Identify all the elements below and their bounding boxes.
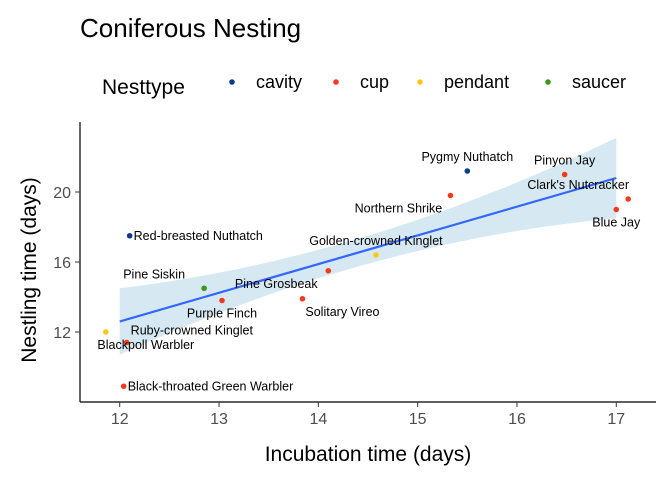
point-ruby-crowned-kinglet [123, 339, 130, 346]
x-tick-label: 15 [409, 411, 427, 428]
y-tick-label: 16 [53, 255, 71, 272]
point-blue-jay [613, 206, 620, 213]
point-northern-shrike [447, 192, 454, 199]
point-label-pine-siskin: Pine Siskin [123, 267, 185, 281]
point-solitary-vireo [299, 295, 306, 302]
legend-key-pendant [417, 79, 423, 85]
legend-key-saucer [545, 79, 551, 85]
point-golden-crowned-kinglet [373, 252, 379, 258]
point-pygmy-nuthatch [464, 168, 471, 174]
legend: Nesttype cavity cup pendant saucer [102, 72, 626, 99]
point-purple-finch [219, 297, 225, 304]
x-axis-title: Incubation time (days) [265, 443, 472, 466]
chart-title: Coniferous Nesting [80, 13, 301, 43]
legend-key-cavity [229, 79, 235, 85]
point-label-ruby-crowned-kinglet: Ruby-crowned Kinglet [131, 324, 254, 338]
confidence-band [119, 137, 617, 355]
legend-item-cup: cup [333, 72, 389, 92]
point-label-pygmy-nuthatch: Pygmy Nuthatch [421, 150, 513, 164]
regression-line [119, 176, 617, 323]
legend-label-cavity: cavity [256, 72, 302, 92]
point-clark-s-nutcracker [625, 196, 631, 202]
point-label-blackpoll-warbler: Blackpoll Warbler [97, 338, 194, 352]
point-label-purple-finch: Purple Finch [187, 307, 257, 321]
point-label-clark-s-nutcracker: Clark's Nutcracker [527, 178, 629, 192]
point-label-pine-grosbeak: Pine Grosbeak [235, 277, 318, 291]
point-pinyon-jay [561, 171, 568, 178]
legend-key-cup [333, 79, 339, 85]
point-label-northern-shrike: Northern Shrike [355, 202, 443, 216]
point-black-throated-green-warbler [120, 383, 127, 390]
x-tick-label: 13 [210, 411, 228, 428]
point-pine-grosbeak [325, 267, 332, 274]
legend-label-saucer: saucer [572, 72, 626, 92]
legend-label-cup: cup [360, 72, 389, 92]
point-label-solitary-vireo: Solitary Vireo [305, 305, 379, 319]
point-label-pinyon-jay: Pinyon Jay [534, 154, 596, 168]
x-tick-label: 14 [309, 411, 327, 428]
point-label-golden-crowned-kinglet: Golden-crowned Kinglet [309, 234, 443, 248]
x-tick-label: 16 [508, 411, 526, 428]
legend-item-pendant: pendant [417, 72, 509, 92]
point-pine-siskin [201, 285, 207, 292]
y-tick-label: 12 [53, 325, 71, 342]
legend-label-pendant: pendant [444, 72, 509, 92]
point-red-breasted-nuthatch [126, 232, 133, 239]
y-axis-title: Nestling time (days) [18, 177, 41, 363]
point-label-blue-jay: Blue Jay [592, 216, 641, 230]
point-label-black-throated-green-warbler: Black-throated Green Warbler [128, 379, 294, 393]
legend-item-saucer: saucer [545, 72, 626, 92]
x-tick-label: 12 [111, 411, 129, 428]
point-label-red-breasted-nuthatch: Red-breasted Nuthatch [134, 229, 263, 243]
point-blackpoll-warbler [103, 329, 109, 335]
legend-item-cavity: cavity [229, 72, 302, 92]
y-tick-label: 20 [53, 185, 71, 202]
legend-title: Nesttype [102, 76, 185, 99]
x-tick-label: 17 [607, 411, 625, 428]
